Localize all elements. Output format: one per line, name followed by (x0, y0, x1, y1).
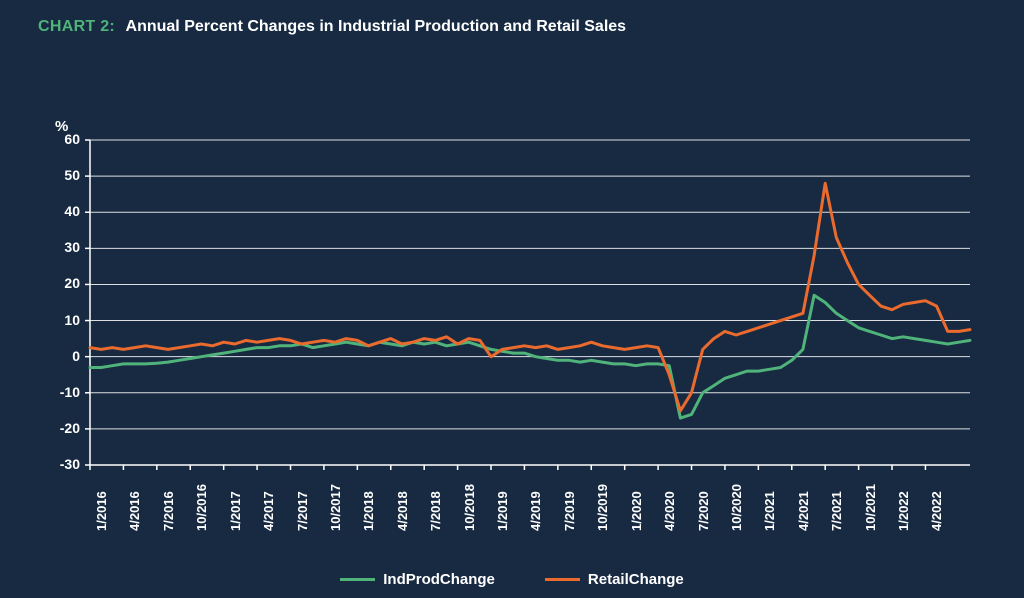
x-tick-label: 4/2016 (127, 491, 142, 531)
x-tick-label: 7/2021 (829, 491, 844, 531)
y-tick-label: 50 (40, 167, 80, 183)
x-tick-label: 4/2019 (528, 491, 543, 531)
legend-label-indprod: IndProdChange (383, 571, 495, 588)
y-tick-label: 40 (40, 203, 80, 219)
y-tick-label: 60 (40, 131, 80, 147)
legend-item-retail: RetailChange (545, 571, 684, 588)
x-tick-label: 1/2019 (495, 491, 510, 531)
x-tick-label: 10/2017 (328, 484, 343, 531)
x-tick-label: 10/2016 (194, 484, 209, 531)
x-tick-label: 4/2017 (261, 491, 276, 531)
legend-label-retail: RetailChange (588, 571, 684, 588)
x-tick-label: 7/2019 (562, 491, 577, 531)
x-tick-label: 10/2018 (462, 484, 477, 531)
y-tick-label: -20 (40, 420, 80, 436)
chart-number-label: CHART 2: (38, 18, 115, 35)
x-tick-label: 4/2020 (662, 491, 677, 531)
x-tick-label: 1/2016 (94, 491, 109, 531)
x-tick-label: 7/2017 (295, 491, 310, 531)
legend-item-indprod: IndProdChange (340, 571, 495, 588)
x-tick-label: 1/2021 (762, 491, 777, 531)
y-tick-label: 30 (40, 239, 80, 255)
x-tick-label: 7/2016 (161, 491, 176, 531)
x-tick-label: 4/2018 (395, 491, 410, 531)
legend-swatch-indprod (340, 578, 375, 581)
chart-plot-area (90, 140, 970, 465)
x-tick-label: 7/2020 (696, 491, 711, 531)
y-tick-label: -30 (40, 456, 80, 472)
x-tick-label: 1/2017 (228, 491, 243, 531)
x-tick-label: 10/2021 (863, 484, 878, 531)
legend: IndProdChange RetailChange (0, 571, 1024, 588)
chart-svg (90, 140, 970, 465)
y-tick-label: 10 (40, 312, 80, 328)
x-tick-label: 10/2019 (595, 484, 610, 531)
x-tick-label: 4/2022 (929, 491, 944, 531)
x-tick-label: 4/2021 (796, 491, 811, 531)
x-tick-label: 10/2020 (729, 484, 744, 531)
y-tick-label: 0 (40, 348, 80, 364)
x-tick-label: 1/2020 (629, 491, 644, 531)
chart-title: Annual Percent Changes in Industrial Pro… (126, 18, 627, 35)
legend-swatch-retail (545, 578, 580, 581)
x-tick-label: 1/2022 (896, 491, 911, 531)
y-tick-label: -10 (40, 384, 80, 400)
x-tick-label: 1/2018 (361, 491, 376, 531)
series-RetailChange (90, 183, 970, 410)
x-tick-label: 7/2018 (428, 491, 443, 531)
y-tick-label: 20 (40, 275, 80, 291)
chart-header: CHART 2: Annual Percent Changes in Indus… (0, 0, 1024, 36)
